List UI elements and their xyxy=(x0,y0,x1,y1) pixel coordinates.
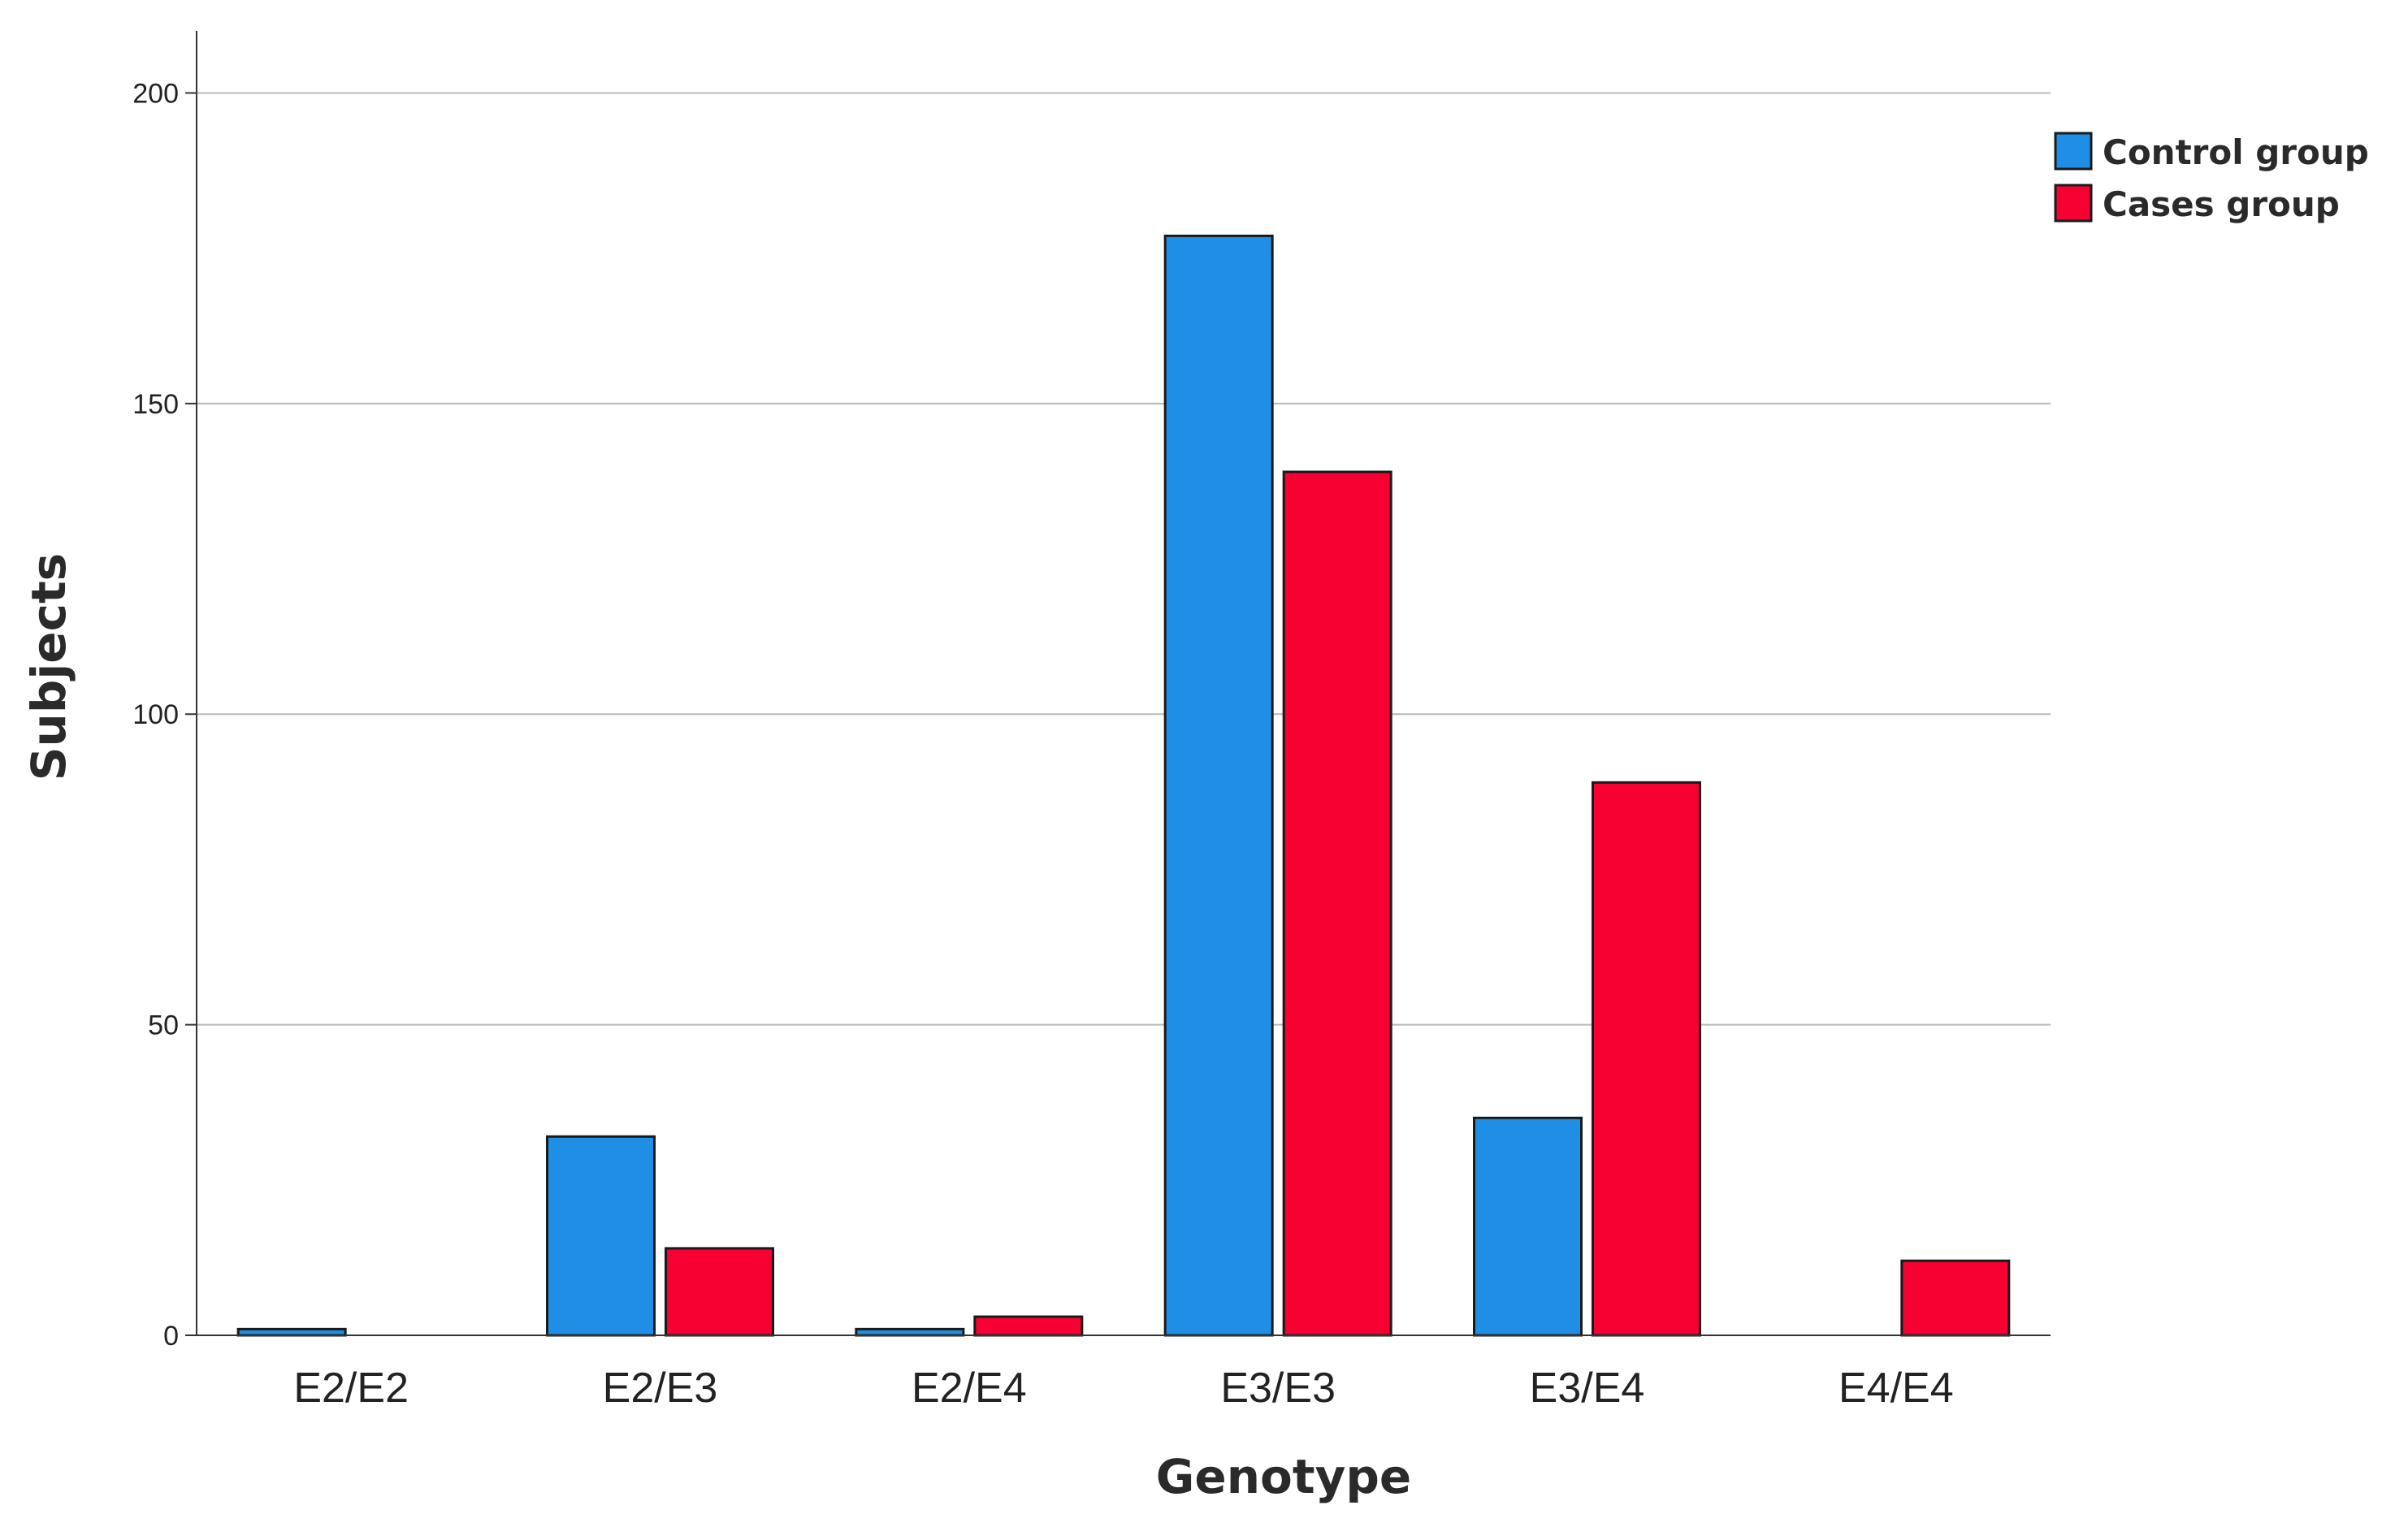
y-axis-ticks: 0 50 100 150 200 xyxy=(132,78,197,1352)
bar-cases-group-e4-e4 xyxy=(1900,1259,2011,1337)
y-axis-title: Subjects xyxy=(21,553,76,781)
y-tick-label: 100 xyxy=(132,699,179,730)
bar-control-group-e2-e2 xyxy=(236,1327,347,1337)
x-tick-label: E3/E4 xyxy=(1530,1365,1645,1412)
x-tick-label: E4/E4 xyxy=(1838,1365,1954,1412)
bar-cases-group-e3-e3 xyxy=(1282,470,1392,1337)
bar-cases-group-e2-e3 xyxy=(665,1247,774,1337)
bar-cases-group-e2-e4 xyxy=(973,1315,1084,1337)
x-axis-title: Genotype xyxy=(1156,1449,1411,1504)
legend-label: Control group xyxy=(2103,132,2369,172)
legend-swatch xyxy=(2054,132,2093,171)
y-tick-label: 200 xyxy=(132,78,179,109)
gridlines xyxy=(197,92,2051,1026)
y-tick-label: 150 xyxy=(132,389,179,420)
bar-control-group-e3-e4 xyxy=(1473,1116,1583,1337)
legend: Control group Cases group xyxy=(2054,132,2369,224)
legend-label: Cases group xyxy=(2103,184,2340,224)
y-tick-label: 0 xyxy=(163,1321,179,1352)
x-axis-ticks: E2/E2 E2/E3 E2/E4 E3/E3 E3/E4 E4/E4 xyxy=(293,1365,1953,1412)
x-tick-label: E3/E3 xyxy=(1220,1365,1336,1412)
bars xyxy=(236,234,2011,1337)
y-tick-label: 50 xyxy=(148,1010,179,1041)
x-tick-label: E2/E2 xyxy=(293,1365,409,1412)
x-tick-label: E2/E3 xyxy=(603,1365,718,1412)
bar-cases-group-e3-e4 xyxy=(1592,781,1701,1337)
x-tick-label: E2/E4 xyxy=(912,1365,1027,1412)
bar-control-group-e3-e3 xyxy=(1163,234,1274,1337)
legend-swatch xyxy=(2054,184,2093,223)
bar-control-group-e2-e4 xyxy=(855,1327,965,1337)
bar-control-group-e2-e3 xyxy=(546,1135,656,1337)
